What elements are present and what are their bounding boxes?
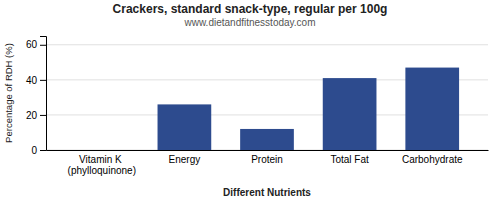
grid-line: [46, 44, 488, 45]
bar: [323, 78, 377, 150]
y-tick-label: 0: [31, 145, 37, 156]
y-tick: 0: [31, 145, 46, 156]
bar: [405, 68, 459, 150]
y-axis-title: Percentage of RDH (%): [3, 43, 14, 143]
bars: [158, 68, 460, 150]
x-tick: Vitamin K (phylloquinone): [68, 154, 136, 176]
x-tick-label: Energy: [169, 154, 201, 165]
subtitle: www.dietandfitnesstoday.com: [184, 17, 316, 28]
x-axis-line: [47, 150, 489, 151]
x-axis: Vitamin K (phylloquinone) Energy Protein To…: [47, 151, 489, 177]
x-axis-title: Different Nutrients: [223, 187, 311, 198]
y-tick-label: 60: [26, 39, 38, 50]
x-tick-label: Carbohydrate: [402, 154, 463, 165]
grid: [46, 45, 488, 150]
title: Crackers, standard snack-type, regular p…: [113, 2, 388, 16]
y-tick-mark: [40, 80, 46, 81]
y-tick-label: 20: [26, 110, 38, 121]
y-tick-label: 40: [26, 75, 38, 86]
x-tick: Energy: [169, 154, 201, 165]
bar: [240, 129, 294, 150]
x-tick-label: Total Fat: [330, 154, 369, 165]
x-tick-label-line: Protein: [251, 154, 283, 165]
y-axis-line: [40, 37, 47, 151]
x-tick: Total Fat: [330, 154, 369, 165]
y-tick-mark: [40, 115, 46, 116]
y-axis: 0 20 40 60: [26, 37, 47, 156]
y-tick: 20: [26, 110, 46, 121]
plot: 0 20 40 60 Vitamin K (phylloquinone) Energy Pr…: [26, 37, 489, 177]
y-tick: 40: [26, 75, 46, 86]
x-tick-label-line: Total Fat: [330, 154, 369, 165]
x-tick: Carbohydrate: [402, 154, 463, 165]
bar: [75, 150, 129, 151]
x-tick-label-line: Energy: [169, 154, 201, 165]
y-tick-mark: [40, 45, 46, 46]
x-tick-label: Protein: [251, 154, 283, 165]
x-tick-label-line: Carbohydrate: [402, 154, 463, 165]
x-tick-label: Vitamin K (phylloquinone): [68, 154, 136, 176]
y-tick: 60: [26, 39, 46, 50]
y-tick-mark: [40, 150, 46, 151]
chart: Crackers, standard snack-type, regular p…: [0, 0, 500, 200]
bar: [158, 104, 212, 150]
x-tick: Protein: [251, 154, 283, 165]
x-tick-label-line: (phylloquinone): [68, 165, 136, 176]
x-tick-label-line: Vitamin K: [79, 154, 124, 165]
